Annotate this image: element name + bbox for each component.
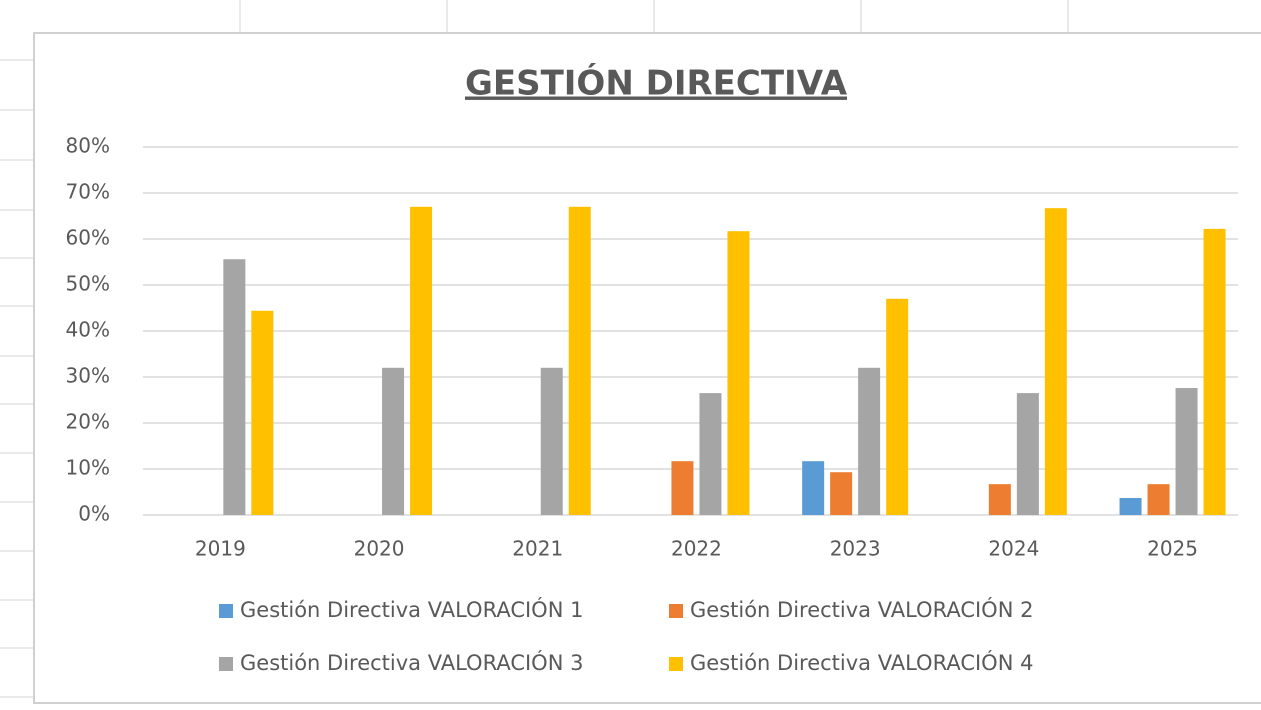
- x-tick-label: 2024: [988, 537, 1039, 561]
- bar: [568, 206, 591, 516]
- y-tick-label: 50%: [66, 272, 110, 296]
- bar: [1147, 484, 1170, 515]
- bar: [540, 367, 563, 515]
- x-tick-label: 2020: [354, 537, 405, 561]
- bar: [802, 461, 825, 515]
- chart-border: [33, 32, 1261, 704]
- bar: [1044, 208, 1067, 515]
- sheet-grid: [0, 0, 1069, 698]
- y-tick-label: 60%: [66, 226, 110, 250]
- legend-label: Gestión Directiva VALORACIÓN 1: [240, 597, 583, 622]
- legend-marker: [219, 604, 233, 618]
- y-tick-label: 10%: [66, 456, 110, 480]
- x-tick-label: 2025: [1147, 537, 1198, 561]
- bar: [223, 259, 246, 515]
- legend-marker: [219, 657, 233, 671]
- bar: [988, 484, 1011, 515]
- legend-marker: [669, 657, 683, 671]
- x-tick-label: 2023: [830, 537, 881, 561]
- legend-label: Gestión Directiva VALORACIÓN 3: [240, 650, 583, 675]
- bar: [671, 461, 694, 515]
- x-tick-label: 2021: [512, 537, 563, 561]
- legend-label: Gestión Directiva VALORACIÓN 2: [690, 597, 1033, 622]
- bar: [886, 298, 909, 515]
- bar: [382, 367, 405, 515]
- x-tick-label: 2022: [671, 537, 722, 561]
- legend-label: Gestión Directiva VALORACIÓN 4: [690, 650, 1033, 675]
- y-tick-label: 20%: [66, 410, 110, 434]
- bar: [830, 472, 853, 515]
- bar: [858, 367, 881, 515]
- y-tick-label: 70%: [66, 180, 110, 204]
- bar: [727, 231, 750, 515]
- y-tick-label: 30%: [66, 364, 110, 388]
- y-tick-label: 80%: [66, 134, 110, 158]
- y-tick-label: 40%: [66, 318, 110, 342]
- bar: [1203, 228, 1226, 515]
- bar: [410, 206, 433, 516]
- bar: [1175, 388, 1198, 515]
- chart-title: GESTIÓN DIRECTIVA: [465, 63, 848, 104]
- bar: [1016, 393, 1039, 515]
- y-tick-label: 0%: [78, 502, 110, 526]
- bar: [699, 393, 722, 515]
- bar: [251, 310, 274, 515]
- x-tick-label: 2019: [195, 537, 246, 561]
- bar: [1119, 497, 1142, 515]
- legend-marker: [669, 604, 683, 618]
